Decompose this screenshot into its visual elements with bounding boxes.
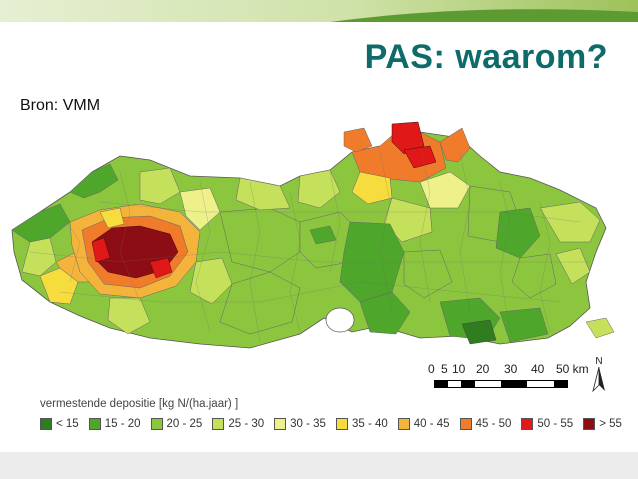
legend-swatch bbox=[274, 418, 287, 430]
legend-swatch bbox=[212, 418, 225, 430]
legend-label: 20 - 25 bbox=[166, 418, 203, 430]
legend: < 15 15 - 20 20 - 25 25 - 30 30 - 35 35 - 40 4… bbox=[40, 418, 632, 430]
legend-label: 25 - 30 bbox=[228, 418, 265, 430]
scale-label-40: 40 bbox=[531, 362, 545, 376]
legend-label: 35 - 40 bbox=[351, 418, 388, 430]
legend-item: 30 - 35 bbox=[274, 418, 326, 430]
legend-item: 35 - 40 bbox=[335, 418, 388, 430]
bottom-band bbox=[0, 452, 638, 479]
legend-swatch bbox=[335, 418, 348, 430]
legend-swatch bbox=[459, 418, 472, 430]
page-title: PAS: waarom? bbox=[364, 38, 608, 76]
legend-swatch bbox=[521, 418, 534, 430]
scale-label-0: 0 bbox=[428, 362, 435, 376]
legend-swatch bbox=[150, 418, 163, 430]
scale-bar-blocks bbox=[434, 380, 568, 388]
legend-item: 40 - 45 bbox=[397, 418, 450, 430]
source-label: Bron: VMM bbox=[20, 97, 101, 114]
legend-label: 45 - 50 bbox=[475, 418, 512, 430]
legend-item: 50 - 55 bbox=[521, 418, 573, 430]
legend-item: > 55 bbox=[583, 418, 622, 430]
scale-label-30: 30 bbox=[504, 362, 518, 376]
legend-item: 15 - 20 bbox=[88, 418, 141, 430]
legend-label: 15 - 20 bbox=[104, 418, 141, 430]
legend-label: > 55 bbox=[599, 418, 622, 430]
legend-item: 20 - 25 bbox=[150, 418, 203, 430]
scale-label-50: 50 km bbox=[556, 362, 589, 376]
scale-label-5: 5 bbox=[441, 362, 448, 376]
legend-label: 50 - 55 bbox=[537, 418, 574, 430]
scale-bar: 0 5 10 20 30 40 50 km bbox=[428, 362, 598, 394]
legend-swatch bbox=[88, 418, 101, 430]
north-arrow: N bbox=[592, 356, 606, 398]
legend-item: < 15 bbox=[40, 418, 79, 430]
legend-label: 40 - 45 bbox=[413, 418, 450, 430]
scale-label-10: 10 bbox=[452, 362, 466, 376]
top-decorative-band bbox=[0, 0, 638, 24]
legend-swatch bbox=[397, 418, 410, 430]
legend-label: 30 - 35 bbox=[290, 418, 326, 430]
legend-item: 25 - 30 bbox=[212, 418, 264, 430]
legend-swatch bbox=[583, 418, 596, 430]
legend-label: < 15 bbox=[56, 418, 79, 430]
legend-item: 45 - 50 bbox=[459, 418, 512, 430]
flanders-deposition-map bbox=[11, 121, 615, 349]
scale-label-20: 20 bbox=[476, 362, 490, 376]
north-arrow-icon bbox=[592, 366, 605, 393]
legend-swatch bbox=[40, 418, 52, 430]
legend-title: vermestende depositie [kg N/(ha.jaar) ] bbox=[40, 398, 239, 410]
north-label: N bbox=[595, 356, 603, 367]
